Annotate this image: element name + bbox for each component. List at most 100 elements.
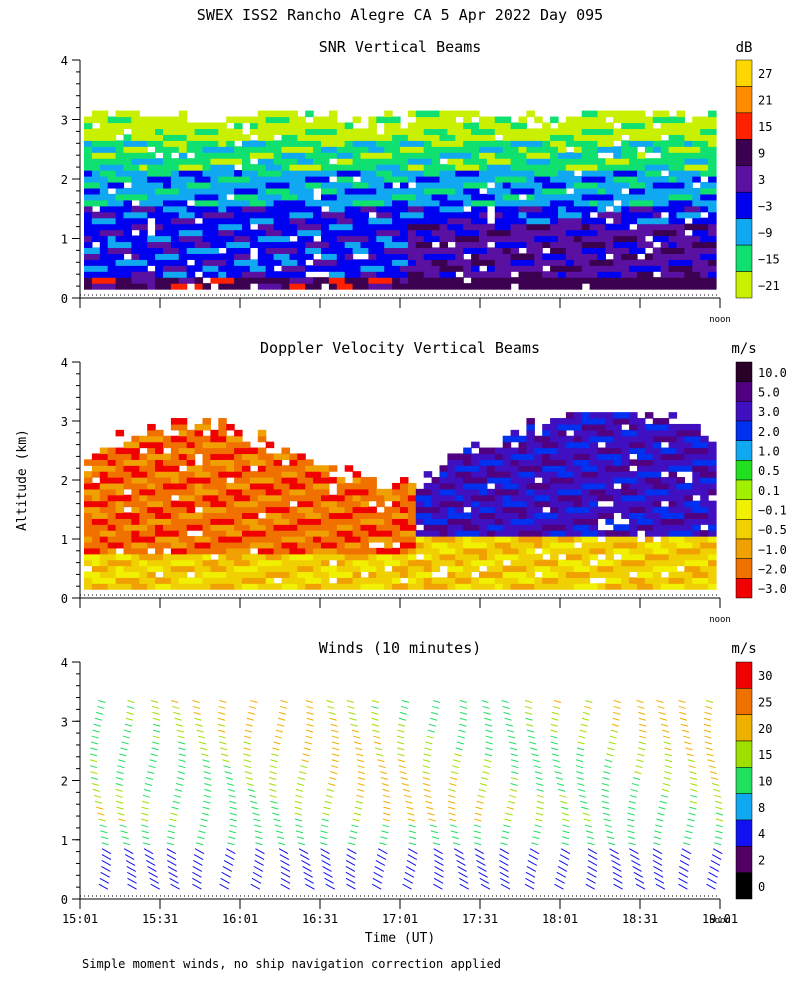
heatmap-cell	[573, 223, 583, 231]
heatmap-cell	[321, 187, 330, 195]
heatmap-cell	[550, 205, 559, 213]
wind-barb	[199, 824, 207, 828]
heatmap-cell	[170, 187, 180, 195]
heatmap-cell	[234, 565, 243, 573]
heatmap-cell	[352, 482, 362, 490]
heatmap-cell	[163, 530, 172, 537]
y-tick-label: 2	[61, 474, 68, 488]
heatmap-cell	[234, 429, 243, 437]
wind-barb	[601, 782, 610, 786]
wind-barb	[203, 800, 211, 804]
heatmap-cell	[226, 199, 235, 207]
heatmap-cell	[668, 164, 678, 171]
heatmap-cell	[186, 223, 196, 231]
heatmap-cell	[518, 116, 527, 124]
heatmap-cell	[131, 559, 140, 567]
heatmap-cell	[502, 482, 512, 490]
heatmap-cell	[321, 116, 330, 124]
heatmap-cell	[265, 283, 275, 290]
heatmap-cell	[139, 170, 148, 177]
heatmap-cell	[550, 259, 559, 266]
heatmap-cell	[131, 530, 140, 537]
heatmap-cell	[257, 500, 267, 508]
heatmap-cell	[597, 277, 606, 284]
heatmap-cell	[131, 524, 140, 531]
heatmap-cell	[178, 488, 188, 496]
heatmap-cell	[629, 494, 638, 502]
heatmap-cell	[178, 565, 188, 573]
heatmap-cell	[344, 140, 354, 147]
wind-barb	[357, 765, 365, 769]
heatmap-cell	[708, 164, 717, 171]
wind-barb	[601, 788, 609, 792]
wind-barb	[582, 812, 590, 816]
heatmap-cell	[660, 506, 670, 514]
heatmap-cell	[297, 152, 306, 159]
wind-barb	[408, 842, 416, 846]
heatmap-cell	[234, 229, 243, 237]
heatmap-cell	[249, 571, 259, 578]
heatmap-cell	[163, 435, 172, 443]
heatmap-cell	[518, 134, 527, 141]
heatmap-cell	[139, 176, 148, 183]
heatmap-cell	[510, 170, 520, 177]
wind-barb	[246, 717, 254, 721]
heatmap-cell	[178, 128, 188, 135]
wind-barb	[195, 842, 204, 846]
wind-barb	[141, 824, 149, 828]
wind-barb	[195, 723, 203, 727]
heatmap-cell	[407, 583, 417, 590]
heatmap-cell	[510, 524, 520, 531]
heatmap-cell	[534, 116, 543, 124]
heatmap-cell	[526, 477, 535, 484]
heatmap-cell	[518, 283, 527, 290]
heatmap-cell	[107, 547, 117, 555]
heatmap-cell	[668, 536, 678, 543]
heatmap-cell	[305, 577, 314, 584]
heatmap-cell	[700, 223, 709, 231]
heatmap-cell	[550, 158, 559, 165]
heatmap-cell	[242, 500, 251, 508]
heatmap-cell	[708, 170, 717, 177]
heatmap-cell	[550, 418, 559, 425]
heatmap-cell	[170, 259, 180, 266]
wind-barb	[380, 777, 388, 781]
wind-barb	[449, 824, 458, 828]
heatmap-cell	[273, 494, 283, 502]
heatmap-cell	[170, 170, 180, 177]
heatmap-cell	[652, 283, 662, 290]
heatmap-cell	[155, 265, 164, 272]
heatmap-cell	[392, 565, 401, 573]
heatmap-cell	[510, 164, 520, 171]
heatmap-cell	[242, 530, 251, 537]
heatmap-cell	[281, 122, 290, 130]
heatmap-cell	[360, 211, 369, 219]
heatmap-cell	[613, 283, 622, 290]
heatmap-cell	[107, 170, 117, 177]
heatmap-cell	[107, 176, 117, 183]
heatmap-cell	[573, 181, 583, 189]
heatmap-cell	[155, 217, 164, 225]
wind-barb	[200, 818, 208, 822]
heatmap-cell	[510, 247, 520, 254]
heatmap-cell	[692, 170, 701, 177]
heatmap-cell	[336, 583, 346, 590]
heatmap-cell	[700, 199, 709, 207]
heatmap-cell	[407, 536, 417, 543]
heatmap-cell	[629, 241, 638, 249]
heatmap-cell	[163, 271, 172, 278]
wind-barb	[244, 765, 252, 769]
heatmap-cell	[700, 577, 709, 584]
heatmap-cell	[242, 170, 251, 177]
heatmap-cell	[368, 229, 377, 237]
heatmap-cell	[210, 518, 219, 525]
heatmap-cell	[155, 122, 164, 130]
heatmap-cell	[550, 152, 559, 159]
heatmap-cell	[558, 441, 567, 449]
wind-barb	[303, 747, 311, 751]
heatmap-cell	[455, 524, 464, 531]
wind-barb	[664, 765, 672, 769]
heatmap-cell	[494, 176, 504, 183]
heatmap-cell	[455, 187, 464, 195]
wind-barb	[147, 771, 155, 775]
